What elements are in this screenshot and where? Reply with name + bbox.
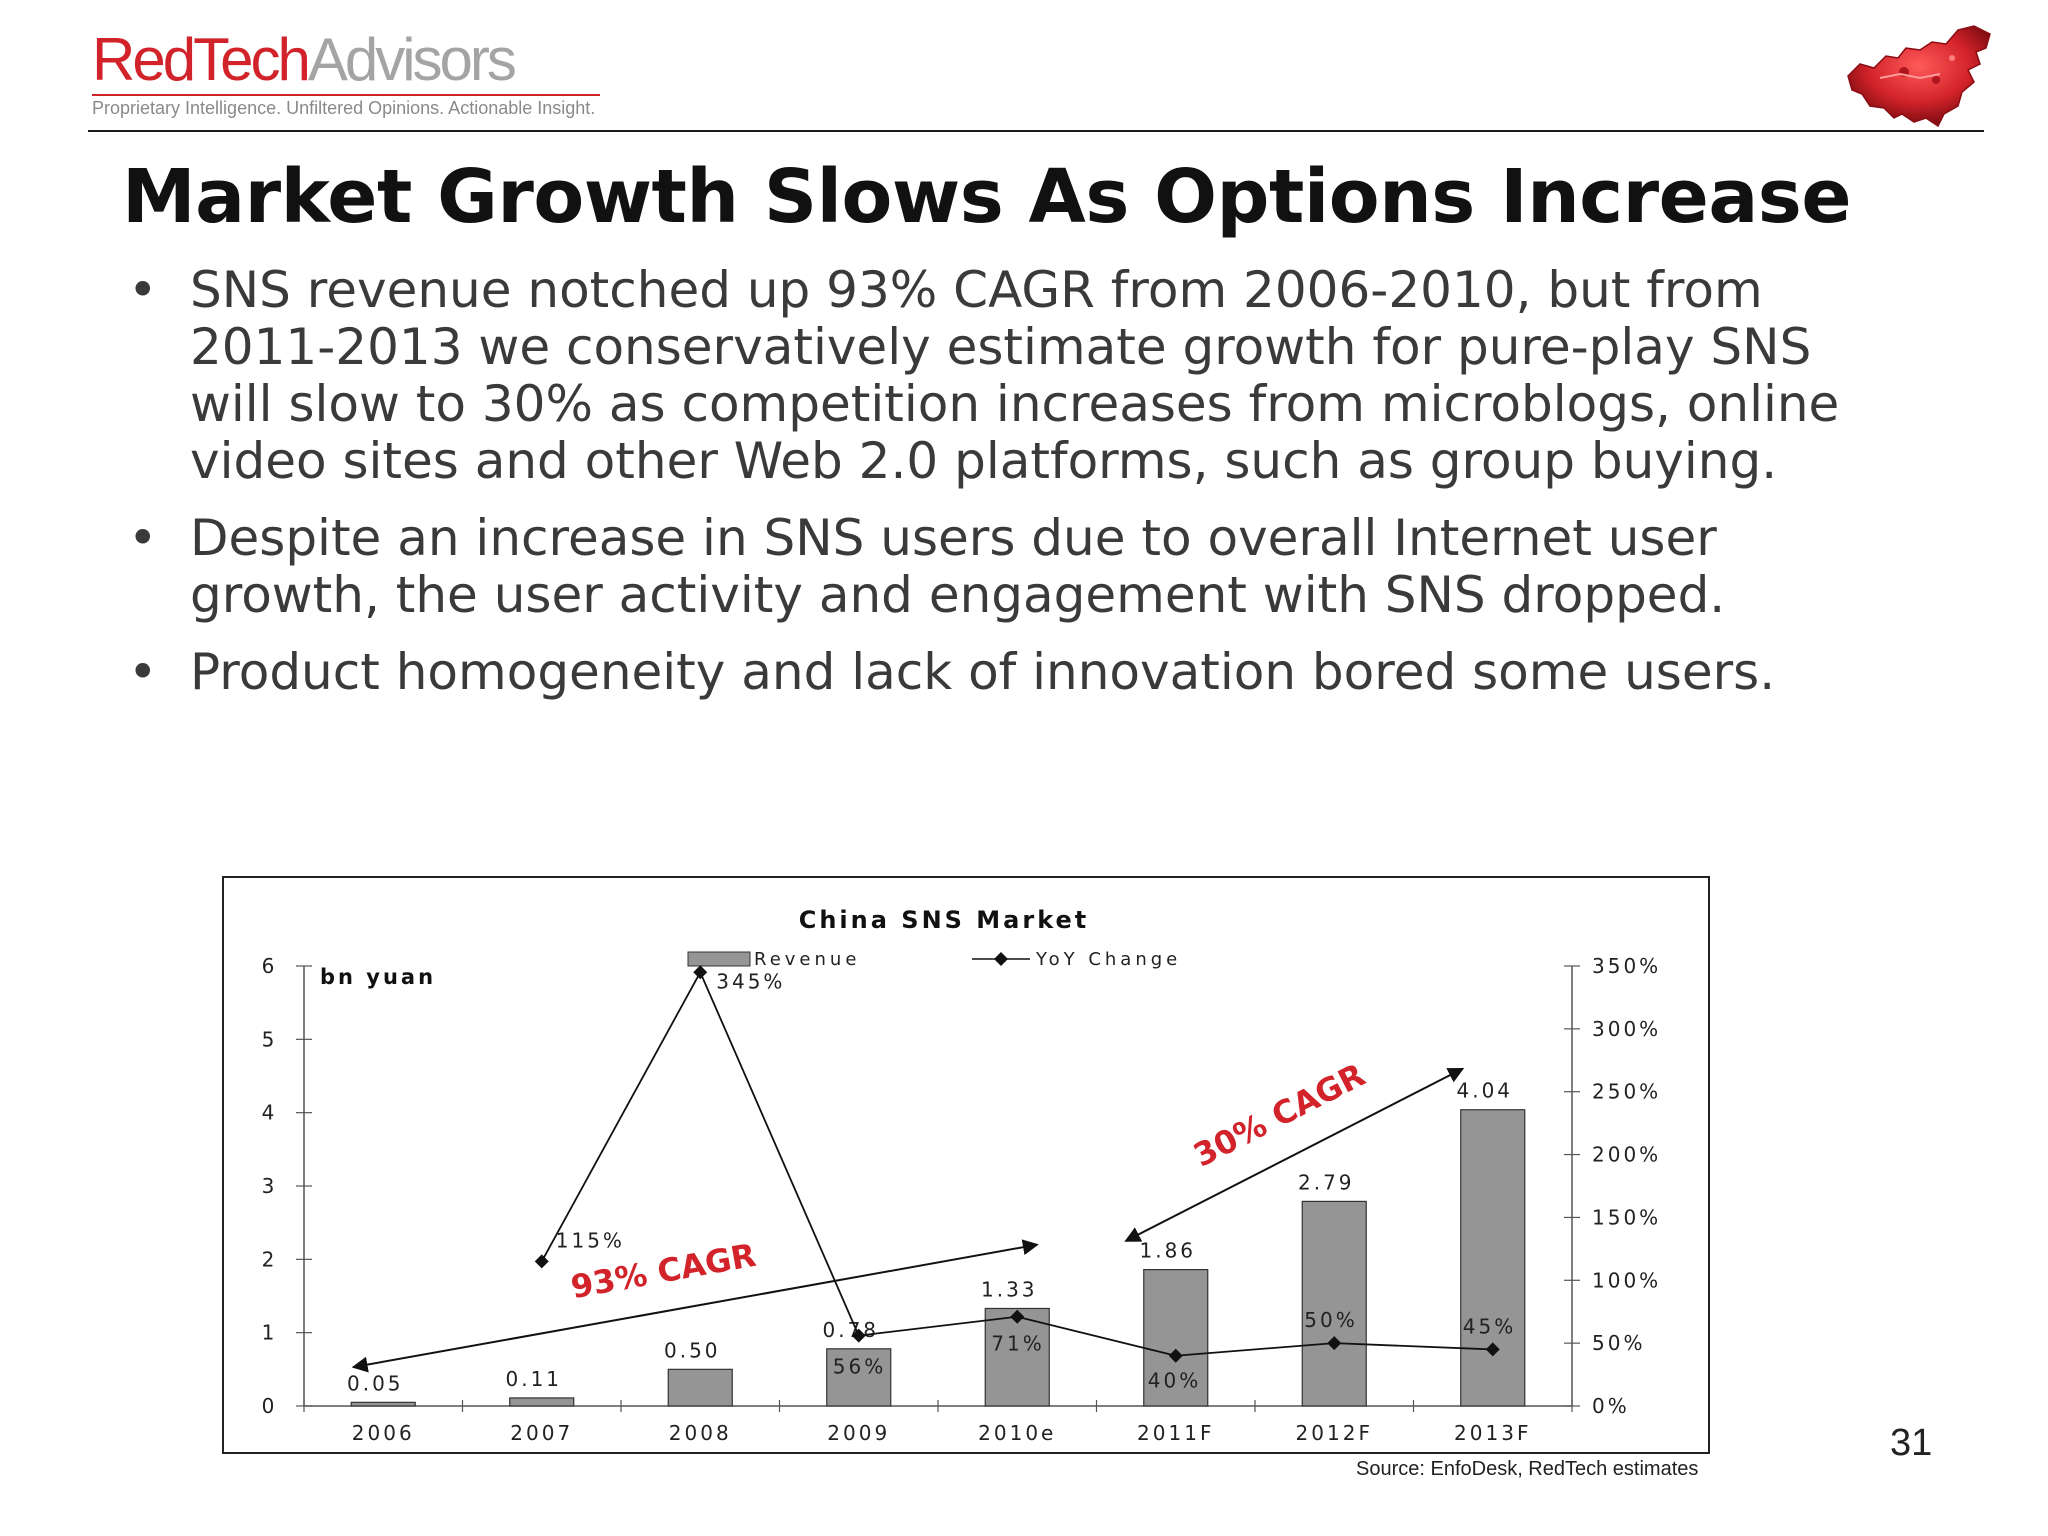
bar-value-label: 1.33 — [981, 1277, 1038, 1301]
bar-value-label: 1.86 — [1139, 1239, 1196, 1263]
logo-tagline: Proprietary Intelligence. Unfiltered Opi… — [92, 98, 596, 118]
y-tick-label: 6 — [262, 954, 275, 978]
y-tick-label: 0 — [262, 1394, 275, 1418]
bar-value-label: 4.04 — [1456, 1079, 1513, 1103]
bullet-text: Product homogeneity and lack of innovati… — [190, 643, 1776, 701]
china-map-icon — [1847, 25, 1991, 128]
x-tick-label: 2007 — [510, 1421, 573, 1445]
bullet-list: • SNS revenue notched up 93% CAGR from 2… — [122, 262, 1902, 721]
logo-part-advisors: Advisors — [307, 26, 517, 93]
bullet-item: • Product homogeneity and lack of innova… — [122, 644, 1902, 701]
yoy-point — [1168, 1348, 1183, 1363]
cagr-arrow-2006-2010 — [351, 1239, 1039, 1373]
x-tick-label: 2011F — [1137, 1421, 1214, 1445]
yoy-value-label: 50% — [1304, 1308, 1357, 1332]
bullet-item: • Despite an increase in SNS users due t… — [122, 510, 1902, 624]
y2-tick-label: 0% — [1592, 1394, 1630, 1418]
y2-tick-label: 100% — [1592, 1268, 1661, 1292]
bullet-text: Despite an increase in SNS users due to … — [190, 509, 1726, 624]
bar-revenue — [1460, 1109, 1526, 1407]
y-tick-label: 3 — [262, 1174, 275, 1198]
yoy-value-label: 345% — [716, 969, 785, 993]
yoy-value-label: 56% — [833, 1355, 886, 1379]
redtech-logo: RedTechAdvisors Proprietary Intelligence… — [92, 30, 600, 119]
bar-revenue — [1301, 1200, 1367, 1407]
bullet-item: • SNS revenue notched up 93% CAGR from 2… — [122, 262, 1902, 490]
bar-revenue — [667, 1368, 733, 1407]
source-note: Source: EnfoDesk, RedTech estimates — [1356, 1458, 1699, 1480]
logo-underline — [92, 94, 600, 96]
legend-revenue-label: Revenue — [754, 949, 860, 970]
y2-tick-label: 300% — [1592, 1017, 1661, 1041]
x-tick-label: 2013F — [1454, 1421, 1531, 1445]
y2-tick-label: 350% — [1592, 954, 1661, 978]
yoy-point — [1327, 1336, 1342, 1351]
bullet-dot: • — [128, 509, 158, 567]
bar-revenue — [350, 1401, 416, 1407]
y2-tick-label: 50% — [1592, 1331, 1645, 1355]
bar-value-label: 0.50 — [664, 1338, 721, 1362]
y2-tick-label: 250% — [1592, 1080, 1661, 1104]
chart-title: China SNS Market — [799, 906, 1090, 934]
x-tick-label: 2009 — [827, 1421, 890, 1445]
x-tick-label: 2010e — [978, 1421, 1056, 1445]
logo-part-redtech: RedTech — [92, 26, 311, 93]
bullet-dot: • — [128, 643, 158, 701]
x-tick-label: 2006 — [352, 1421, 415, 1445]
china-sns-market-chart: China SNS Market 0 1 2 3 4 5 6 0% 50% 100% 150% 200%… — [222, 876, 1710, 1454]
y-tick-label: 1 — [262, 1321, 275, 1345]
y-tick-label: 4 — [262, 1101, 275, 1125]
y2-tick-label: 200% — [1592, 1143, 1661, 1167]
page-number: 31 — [1890, 1422, 1933, 1464]
yoy-value-label: 71% — [991, 1332, 1044, 1356]
logo-wordmark: RedTechAdvisors — [92, 30, 600, 90]
slide-title: Market Growth Slows As Options Increase — [122, 154, 1852, 240]
y-axis-unit-label: bn yuan — [320, 965, 436, 989]
y-tick-label: 2 — [262, 1247, 275, 1271]
bar-value-label: 0.78 — [822, 1318, 879, 1342]
yoy-value-label: 115% — [556, 1228, 625, 1252]
legend-yoy-marker — [994, 952, 1008, 966]
bullet-text: SNS revenue notched up 93% CAGR from 200… — [190, 261, 1840, 490]
chart-svg: China SNS Market 0 1 2 3 4 5 6 0% 50% 100% 150% 200%… — [262, 906, 1661, 1445]
x-tick-label: 2008 — [669, 1421, 732, 1445]
y-tick-label: 5 — [262, 1027, 275, 1051]
bar-value-label: 2.79 — [1298, 1170, 1355, 1194]
cagr-annotation-30: 30% CAGR — [1187, 1056, 1371, 1175]
bar-revenue — [1143, 1269, 1209, 1407]
bullet-dot: • — [128, 261, 158, 319]
yoy-value-label: 40% — [1148, 1369, 1201, 1393]
yoy-point — [693, 965, 708, 980]
cagr-arrow-2011-2013 — [1124, 1067, 1465, 1242]
y2-tick-label: 150% — [1592, 1205, 1661, 1229]
yoy-point — [1485, 1342, 1500, 1357]
bar-value-label: 0.11 — [505, 1367, 562, 1391]
yoy-point — [534, 1254, 549, 1269]
legend-yoy-label: YoY Change — [1035, 949, 1181, 970]
x-tick-label: 2012F — [1296, 1421, 1373, 1445]
yoy-value-label: 45% — [1463, 1314, 1516, 1338]
bar-value-label: 0.05 — [347, 1371, 404, 1395]
header-rule — [88, 130, 1984, 132]
bar-revenue — [509, 1397, 575, 1407]
legend-revenue-swatch — [687, 951, 751, 967]
